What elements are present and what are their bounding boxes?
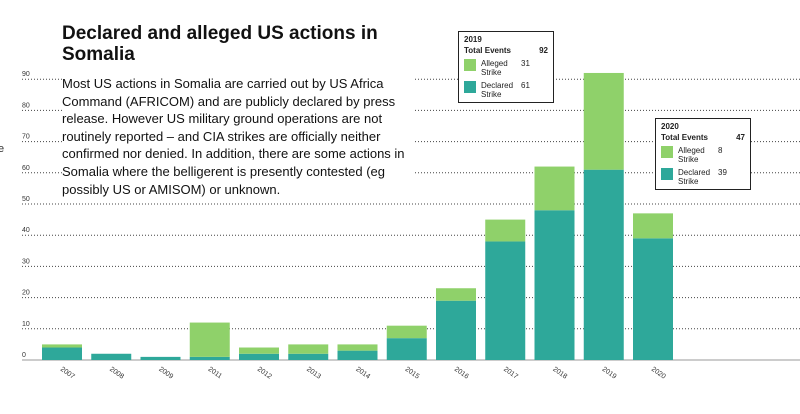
x-tick-label: 2016 — [453, 366, 470, 381]
bar-declared — [140, 356, 181, 360]
bar-alleged — [633, 213, 673, 239]
chart-bars — [42, 72, 673, 360]
bar-declared — [91, 353, 132, 360]
edge-text-fragment: e — [0, 143, 5, 155]
y-tick-label: 10 — [22, 321, 30, 328]
tooltip-row-declared: Declared Strike 61 — [464, 81, 548, 99]
tooltip-2019: 2019 Total Events 92 Alleged Strike 31 D… — [458, 31, 554, 103]
declared-swatch — [661, 168, 673, 180]
x-tick-label: 2009 — [157, 366, 174, 381]
x-tick-label: 2019 — [601, 366, 618, 381]
declared-swatch — [464, 81, 476, 93]
bar-alleged — [337, 344, 378, 351]
bar-declared — [337, 350, 378, 360]
bar-alleged — [583, 72, 624, 170]
x-tick-label: 2014 — [354, 366, 371, 381]
bar-alleged — [386, 325, 427, 339]
y-tick-label: 60 — [22, 165, 30, 172]
bar-declared — [386, 338, 427, 360]
x-tick-label: 2008 — [108, 366, 125, 381]
y-tick-label: 30 — [22, 258, 30, 265]
chart-y-axis: 0 10 20 30 40 50 60 70 80 90 — [22, 71, 30, 359]
x-tick-label: 2017 — [502, 366, 519, 381]
alleged-swatch — [661, 146, 673, 158]
bar-declared — [42, 347, 82, 360]
tooltip-row-value: 31 — [521, 59, 530, 68]
y-tick-label: 50 — [22, 196, 30, 203]
bar-alleged — [288, 344, 329, 354]
x-tick-label: 2015 — [404, 366, 421, 381]
tooltip-year: 2020 — [661, 122, 679, 131]
tooltip-2020: 2020 Total Events 47 Alleged Strike 8 De… — [655, 118, 751, 190]
tooltip-total: Total Events 92 — [464, 46, 548, 55]
bar-declared — [534, 210, 575, 360]
bar-declared — [436, 300, 476, 360]
tooltip-row-declared: Declared Strike 39 — [661, 168, 745, 186]
bar-declared — [239, 353, 279, 360]
alleged-swatch — [464, 59, 476, 71]
tooltip-total-label: Total Events — [661, 133, 708, 142]
x-tick-label: 2020 — [650, 366, 667, 381]
bar-declared — [189, 356, 230, 360]
x-tick-label: 2011 — [207, 366, 223, 380]
y-tick-label: 20 — [22, 290, 30, 297]
bar-declared — [288, 353, 329, 360]
tooltip-row-label: Alleged Strike — [481, 59, 508, 77]
tooltip-total-value: 92 — [539, 46, 548, 55]
tooltip-year: 2019 — [464, 35, 482, 44]
chart-description: Most US actions in Somalia are carried o… — [62, 75, 414, 199]
tooltip-row-alleged: Alleged Strike 8 — [661, 146, 745, 164]
x-tick-label: 2018 — [551, 366, 568, 381]
bar-alleged — [42, 344, 82, 348]
tooltip-total-value: 47 — [736, 133, 745, 142]
chart-x-axis: 2007 2008 2009 2011 2012 2013 2014 2015 2016 2017… — [59, 366, 667, 381]
y-tick-label: 40 — [22, 227, 30, 234]
tooltip-row-value: 39 — [718, 168, 727, 177]
bar-alleged — [436, 288, 476, 301]
tooltip-row-label: Declared Strike — [678, 168, 711, 186]
bar-alleged — [189, 322, 230, 357]
x-tick-label: 2013 — [305, 366, 322, 381]
bar-declared — [633, 238, 673, 360]
tooltip-row-label: Declared Strike — [481, 81, 514, 99]
y-tick-label: 70 — [22, 134, 30, 141]
y-tick-label: 80 — [22, 102, 30, 109]
bar-alleged — [485, 219, 526, 242]
x-tick-label: 2007 — [59, 366, 76, 381]
y-tick-label: 90 — [22, 71, 30, 78]
tooltip-total-label: Total Events — [464, 46, 511, 55]
y-tick-label: 0 — [22, 352, 26, 359]
tooltip-row-value: 8 — [718, 146, 723, 155]
chart-title: Declared and alleged US actions in Somal… — [62, 23, 378, 65]
tooltip-row-value: 61 — [521, 81, 530, 90]
bar-declared — [583, 169, 624, 360]
tooltip-row-alleged: Alleged Strike 31 — [464, 59, 548, 77]
tooltip-total: Total Events 47 — [661, 133, 745, 142]
tooltip-row-label: Alleged Strike — [678, 146, 705, 164]
x-tick-label: 2012 — [256, 366, 273, 381]
bar-declared — [485, 241, 526, 360]
bar-alleged — [239, 347, 279, 354]
bar-alleged — [534, 166, 575, 211]
